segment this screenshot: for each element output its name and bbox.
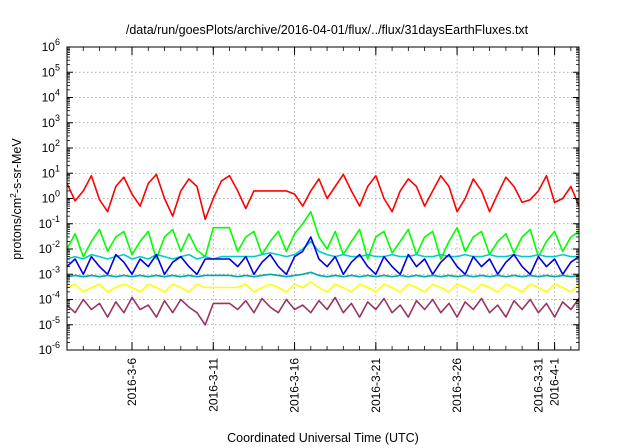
y-tick-label: 105	[42, 62, 60, 79]
x-tick-label: 2016-4-1	[548, 358, 562, 406]
y-tick-label: 10-2	[39, 239, 60, 256]
x-tick-label: 2016-3-31	[531, 358, 545, 413]
series-line	[66, 240, 579, 260]
series-line	[66, 173, 580, 221]
x-axis-label: Coordinated Universal Time (UTC)	[227, 431, 419, 445]
y-tick-label: 10-3	[39, 264, 60, 281]
series-line	[66, 210, 580, 260]
x-tick-label: 2016-3-21	[369, 358, 383, 413]
grid-lines	[67, 47, 579, 350]
y-tick-label: 10-1	[39, 214, 60, 231]
y-axis-label-prefix: protons/cm	[10, 198, 24, 260]
x-tick-label: 2016-3-6	[125, 358, 139, 406]
y-tick-label: 102	[42, 138, 60, 155]
series-line	[66, 281, 580, 293]
y-tick-label: 104	[42, 88, 60, 105]
axis-ticks	[67, 46, 579, 351]
x-tick-label: 2016-3-16	[288, 358, 302, 413]
y-axis-label-suffix: -s-sr-MeV	[10, 138, 24, 194]
x-tick-label: 2016-3-26	[450, 358, 464, 413]
y-tick-label: 103	[42, 113, 60, 130]
y-tick-label: 10-6	[39, 340, 60, 357]
series-layer	[66, 173, 580, 326]
y-tick-labels: 10-6 10-5 10-4 10-3 10-2 10-1 100 101 102 103 104 1…	[39, 37, 60, 357]
y-axis-label: protons/cm2-s-sr-MeV	[8, 138, 24, 260]
series-line	[66, 296, 580, 326]
y-tick-label: 100	[42, 189, 60, 206]
y-axis-label-sup: 2	[8, 193, 18, 198]
series-line	[66, 271, 580, 278]
x-tick-label: 2016-3-11	[206, 358, 220, 412]
x-tick-labels: 2016-3-6 2016-3-11 2016-3-16 2016-3-21 2016-…	[125, 358, 562, 413]
y-tick-label: 10-4	[39, 290, 60, 307]
y-tick-label: 10-5	[39, 315, 60, 332]
y-tick-label: 101	[42, 163, 60, 180]
chart-title: /data/run/goesPlots/archive/2016-04-01/f…	[126, 23, 529, 37]
y-tick-label: 106	[42, 37, 60, 54]
series-line	[66, 236, 580, 276]
